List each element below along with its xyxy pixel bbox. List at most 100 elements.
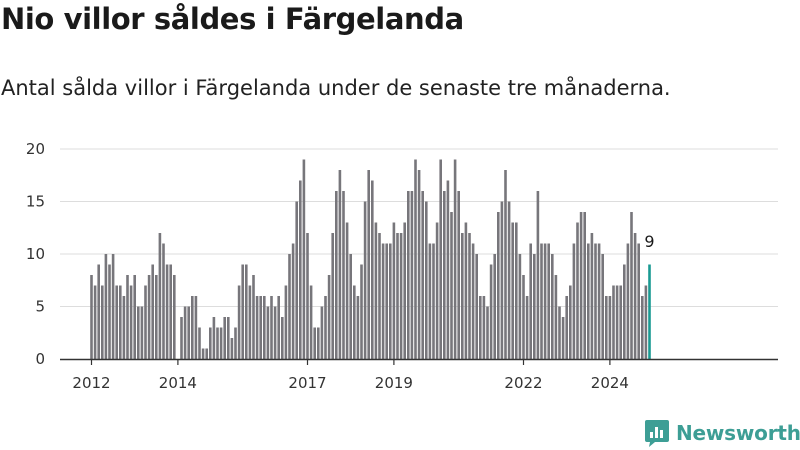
bar bbox=[277, 296, 280, 359]
bar bbox=[234, 327, 237, 359]
bar bbox=[439, 159, 442, 359]
brand-name: Newsworthy bbox=[676, 421, 800, 445]
bar bbox=[644, 285, 648, 359]
bar-latest bbox=[648, 264, 651, 359]
x-axis-tick-labels: 2012 2014 2017 2019 2022 2024 bbox=[72, 374, 629, 392]
bar bbox=[173, 275, 176, 359]
bar bbox=[457, 191, 460, 359]
bar bbox=[97, 264, 100, 359]
bar bbox=[536, 191, 540, 359]
bar bbox=[371, 180, 374, 359]
bar bbox=[569, 285, 572, 359]
bar bbox=[630, 212, 633, 359]
bar bbox=[399, 233, 403, 359]
y-tick-label: 20 bbox=[26, 140, 45, 158]
x-tick-label: 2017 bbox=[288, 374, 326, 392]
bar bbox=[637, 243, 640, 359]
x-axis bbox=[60, 358, 778, 365]
bar bbox=[633, 233, 637, 359]
bar bbox=[183, 306, 187, 359]
bar bbox=[367, 170, 370, 359]
bar bbox=[500, 201, 504, 359]
bar bbox=[453, 159, 457, 359]
bar bbox=[345, 222, 349, 359]
bar bbox=[641, 296, 644, 359]
bar bbox=[266, 306, 270, 359]
bar bbox=[576, 222, 579, 359]
bar-chart: 0 5 10 15 20 2012 2014 2017 2019 2022 2024 9 bbox=[26, 140, 778, 392]
bar bbox=[255, 296, 259, 359]
bar bbox=[201, 348, 205, 359]
bar bbox=[471, 243, 475, 359]
bar bbox=[162, 243, 165, 359]
bar bbox=[313, 327, 316, 359]
bar bbox=[317, 327, 320, 359]
newsworthy-logo: Newsworthy bbox=[644, 419, 800, 447]
bar bbox=[198, 327, 201, 359]
bar bbox=[320, 306, 324, 359]
bar bbox=[216, 327, 219, 359]
bar bbox=[579, 212, 583, 359]
bar bbox=[572, 243, 576, 359]
bar bbox=[93, 285, 97, 359]
bar bbox=[349, 254, 352, 359]
bar bbox=[540, 243, 543, 359]
bar bbox=[273, 306, 277, 359]
bar bbox=[522, 275, 525, 359]
bar bbox=[288, 254, 291, 359]
y-axis-tick-labels: 0 5 10 15 20 bbox=[26, 140, 45, 368]
bar bbox=[396, 233, 399, 359]
bar bbox=[119, 285, 122, 359]
bar bbox=[187, 306, 190, 359]
bar bbox=[626, 243, 630, 359]
bar bbox=[489, 264, 493, 359]
bar bbox=[518, 254, 522, 359]
bar bbox=[594, 243, 597, 359]
bar bbox=[623, 264, 626, 359]
bar bbox=[212, 317, 216, 359]
bar bbox=[90, 275, 93, 359]
bar bbox=[414, 159, 417, 359]
bar bbox=[101, 285, 104, 359]
bar bbox=[446, 180, 450, 359]
bar bbox=[194, 296, 198, 359]
bar bbox=[543, 243, 547, 359]
x-tick-label: 2022 bbox=[504, 374, 542, 392]
bar bbox=[497, 212, 500, 359]
x-tick-label: 2019 bbox=[375, 374, 413, 392]
y-tick-label: 0 bbox=[35, 350, 45, 368]
bar bbox=[342, 191, 345, 359]
bar bbox=[615, 285, 619, 359]
bar bbox=[403, 222, 406, 359]
bar bbox=[126, 275, 129, 359]
bar bbox=[169, 264, 172, 359]
bar bbox=[561, 317, 565, 359]
chart-subtitle: Antal sålda villor i Färgelanda under de… bbox=[1, 76, 671, 100]
bar-chart-icon bbox=[645, 420, 669, 447]
bar bbox=[291, 243, 295, 359]
x-tick-label: 2014 bbox=[159, 374, 197, 392]
bar bbox=[421, 191, 424, 359]
bar bbox=[104, 254, 108, 359]
bar bbox=[309, 285, 313, 359]
bar bbox=[122, 296, 126, 359]
bar bbox=[299, 180, 302, 359]
bar bbox=[558, 306, 561, 359]
bar bbox=[525, 296, 529, 359]
bar bbox=[464, 222, 468, 359]
bar bbox=[605, 296, 608, 359]
y-tick-label: 15 bbox=[26, 193, 45, 211]
bar bbox=[385, 243, 388, 359]
bar bbox=[302, 159, 306, 359]
bar bbox=[475, 254, 478, 359]
bar bbox=[353, 285, 356, 359]
bar bbox=[504, 170, 507, 359]
bar bbox=[392, 222, 396, 359]
bar bbox=[306, 233, 309, 359]
chart-title: Nio villor såldes i Färgelanda bbox=[1, 2, 464, 36]
bar bbox=[115, 285, 118, 359]
bar bbox=[407, 191, 410, 359]
bar bbox=[547, 243, 550, 359]
bar bbox=[360, 264, 363, 359]
bar bbox=[241, 264, 244, 359]
